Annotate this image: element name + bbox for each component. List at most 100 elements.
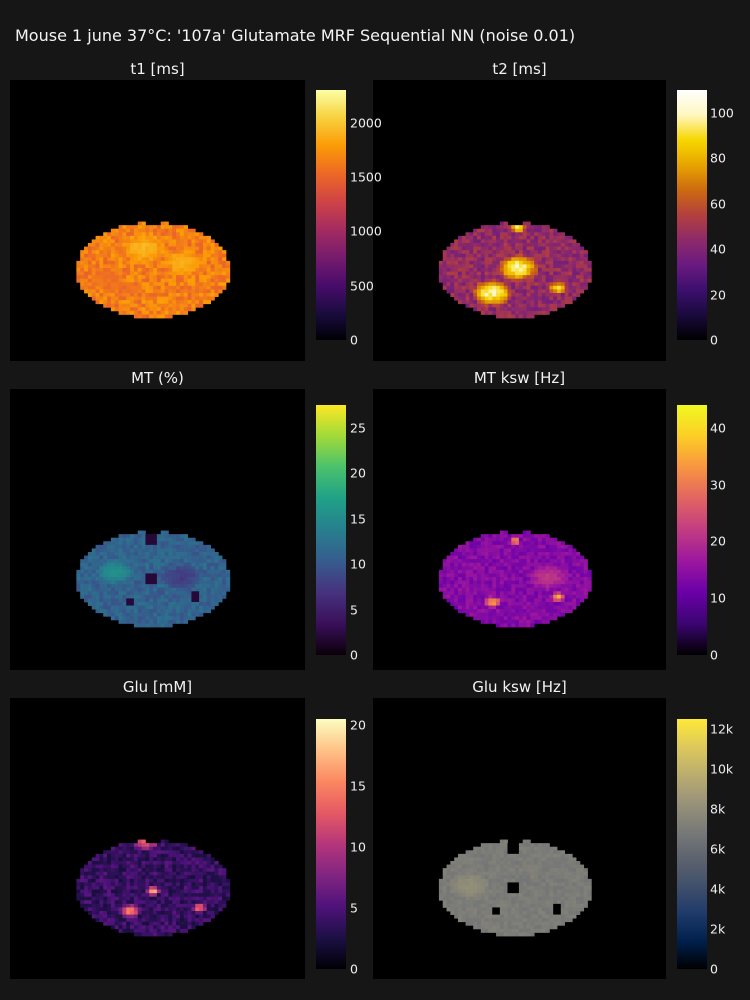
heatmap-cell (557, 541, 562, 546)
heatmap-cell (446, 257, 451, 262)
heatmap-cell (541, 846, 546, 851)
heatmap-cell (164, 268, 169, 272)
heatmap-cell (511, 903, 516, 908)
heatmap-t2[interactable] (373, 80, 666, 361)
heatmap-cell (530, 310, 535, 315)
heatmap-cell (176, 896, 181, 901)
heatmap-cell (507, 846, 512, 851)
heatmap-cell (492, 846, 497, 851)
heatmap-cell (210, 559, 215, 564)
heatmap-cell (473, 882, 478, 887)
heatmap-cell (164, 591, 169, 596)
heatmap-glu[interactable] (10, 698, 305, 979)
heatmap-cell (95, 285, 100, 290)
heatmap-cell (195, 914, 200, 919)
heatmap-cell (507, 605, 512, 610)
heatmap-cell (553, 594, 558, 599)
heatmap-cell (534, 857, 539, 862)
heatmap-cell (110, 566, 116, 571)
heatmap-cell (541, 619, 546, 624)
heatmap-cell (488, 541, 493, 546)
heatmap-cell (518, 307, 524, 312)
heatmap-cell (118, 907, 123, 912)
heatmap-cell (214, 602, 219, 606)
heatmap-cell (545, 552, 550, 556)
heatmap-cell (133, 878, 139, 883)
heatmap-cell (137, 555, 142, 560)
heatmap-cell (172, 900, 177, 905)
heatmap-cell (133, 278, 139, 283)
heatmap-cell (210, 598, 215, 603)
heatmap-cell (199, 243, 204, 247)
heatmap-cell (195, 587, 200, 592)
heatmap-cell (530, 850, 535, 855)
heatmap-cell (126, 577, 131, 581)
heatmap-cell (153, 268, 158, 272)
heatmap-cell (126, 300, 131, 305)
heatmap-cell (183, 228, 188, 233)
heatmap-cell (149, 296, 154, 301)
heatmap-cell (454, 282, 459, 287)
heatmap-cell (164, 573, 169, 578)
heatmap-cell (457, 278, 463, 283)
heatmap-cell (130, 271, 135, 276)
heatmap-cell (176, 253, 181, 258)
heatmap-cell (172, 239, 177, 244)
heatmap-cell (141, 278, 146, 283)
heatmap-t1[interactable] (10, 80, 305, 361)
heatmap-cell (118, 246, 123, 251)
heatmap-cell (461, 878, 466, 883)
heatmap-cell (515, 896, 520, 901)
heatmap-cell (126, 278, 131, 283)
heatmap-cell (130, 562, 135, 567)
heatmap-cell (114, 253, 119, 258)
heatmap-cell (537, 602, 543, 606)
heatmap-cell (160, 260, 165, 265)
heatmap-cell (534, 875, 539, 880)
heatmap-mt-ksw[interactable] (373, 389, 666, 670)
heatmap-cell (160, 235, 165, 240)
heatmap-cell (499, 264, 505, 269)
heatmap-cell (511, 853, 516, 858)
heatmap-cell (153, 293, 158, 297)
heatmap-glu-ksw[interactable] (373, 698, 666, 979)
heatmap-cell (130, 296, 135, 301)
heatmap-cell (579, 555, 585, 560)
heatmap-cell (461, 239, 466, 244)
heatmap-cell (568, 864, 573, 869)
heatmap-cell (450, 577, 455, 581)
heatmap-cell (553, 307, 558, 312)
heatmap-cell (526, 530, 531, 535)
heatmap-cell (530, 871, 535, 876)
heatmap-cell (572, 868, 577, 873)
heatmap-cell (537, 275, 543, 280)
heatmap-cell (179, 268, 185, 272)
heatmap-cell (130, 918, 135, 923)
heatmap-cell (568, 602, 573, 606)
heatmap-cell (541, 861, 546, 865)
heatmap-cell (149, 257, 154, 262)
heatmap-cell (145, 853, 150, 858)
heatmap-cell (572, 907, 577, 912)
heatmap-cell (187, 918, 192, 923)
heatmap-cell (87, 896, 93, 901)
heatmap-cell (160, 534, 165, 539)
heatmap-cell (541, 289, 546, 294)
heatmap-cell (87, 271, 93, 276)
heatmap-mt[interactable] (10, 389, 305, 670)
heatmap-cell (214, 293, 219, 297)
heatmap-cell (530, 289, 535, 294)
heatmap-cell (145, 623, 150, 628)
heatmap-cell (225, 268, 231, 272)
heatmap-cell (176, 925, 181, 930)
heatmap-cell (114, 228, 119, 233)
heatmap-cell (103, 243, 108, 247)
heatmap-cell (214, 868, 219, 873)
heatmap-cell (133, 253, 139, 258)
heatmap-cell (457, 275, 463, 280)
heatmap-cell (156, 911, 162, 915)
heatmap-cell (164, 911, 169, 915)
heatmap-cell (488, 850, 493, 855)
heatmap-cell (91, 857, 96, 862)
heatmap-cell (160, 268, 165, 272)
